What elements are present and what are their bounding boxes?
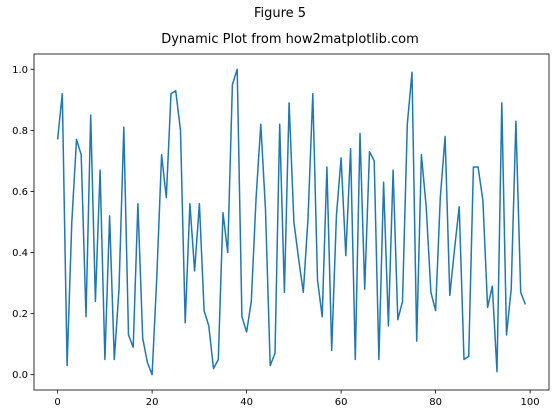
axes-frame [33,53,550,391]
series-line-0 [56,68,527,376]
x-tick-label: 80 [429,397,442,408]
y-tick-label: 0.6 [12,187,28,198]
x-tick-label: 40 [240,397,253,408]
plot-area: 0 20 40 60 80 100 0.0 0.2 0.4 0.6 0.8 1.0 [12,53,550,408]
y-tick-label: 1.0 [12,65,28,76]
x-tick-label: 20 [146,397,159,408]
x-tick-label: 0 [54,397,60,408]
y-tick-label: 0.4 [12,248,28,259]
chart-title: Dynamic Plot from how2matplotlib.com [161,32,419,47]
x-tick-label: 60 [335,397,348,408]
figure-suptitle: Figure 5 [253,6,307,21]
y-tick-label: 0.0 [12,370,28,381]
y-tick-label: 0.2 [12,309,28,320]
x-tick-label: 100 [521,397,540,408]
y-tick-label: 0.8 [12,126,28,137]
